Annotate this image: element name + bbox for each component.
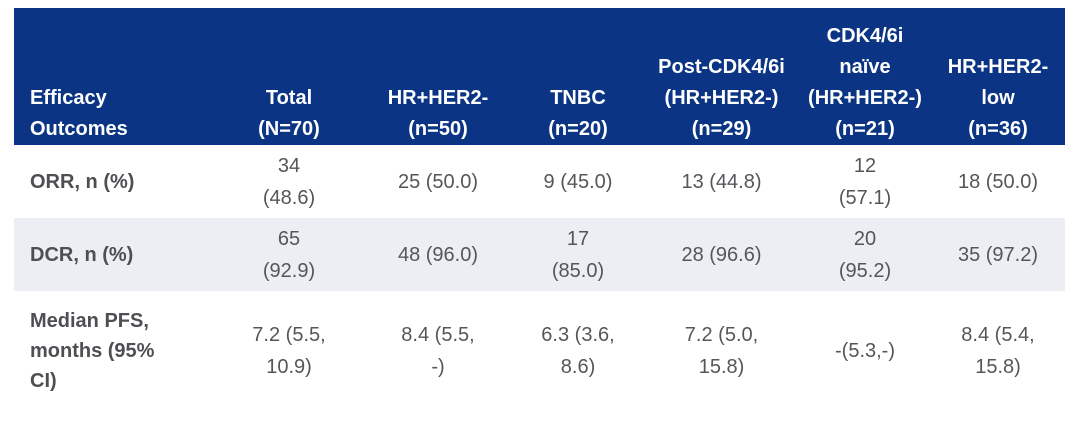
table-cell: 34 (48.6) (262, 154, 316, 209)
row-label-dcr: DCR, n (%) (14, 218, 214, 291)
column-header-cdk46i-naive: CDK4/6i naïve (HR+HER2-) (n=21) (799, 8, 931, 145)
table-cell: 7.2 (5.0, 15.8) (684, 324, 759, 378)
table-cell: 65 (92.9) (214, 218, 364, 291)
table-row-dcr: DCR, n (%) 65 (92.9) 48 (96.0) 17 (85.0)… (14, 218, 1065, 291)
table-cell: 7.2 (5.5, 10.9) (252, 324, 326, 378)
table-cell: 6.3 (3.6, 8.6) (541, 324, 615, 378)
table-cell: 18 (50.0) (957, 170, 1039, 193)
table-cell: 35 (97.2) (931, 218, 1065, 291)
table-cell: 20 (95.2) (799, 218, 931, 291)
table-cell: 48 (96.0) (364, 218, 512, 291)
table-cell: 9 (45.0) (543, 170, 613, 193)
table-body: ORR, n (%) 34 (48.6) 25 (50.0) 9 (45.0) … (14, 145, 1065, 411)
table-header: Efficacy Outcomes Total (N=70) HR+HER2- … (14, 8, 1065, 145)
column-header-total: Total (N=70) (214, 8, 364, 145)
table-cell: -(5.3,-) (835, 340, 895, 362)
table-cell: 13 (44.8) (681, 170, 762, 193)
table-cell: 12 (57.1) (838, 154, 892, 209)
column-header-post-cdk46i: Post-CDK4/6i (HR+HER2-) (n=29) (644, 8, 799, 145)
table-cell: 8.4 (5.4, 15.8) (961, 324, 1035, 378)
table-cell: 17 (85.0) (512, 218, 644, 291)
table-row-median-pfs: Median PFS, months (95% CI) 7.2 (5.5, 10… (14, 291, 1065, 411)
table-cell: 8.4 (5.5, -) (401, 324, 475, 378)
column-header-tnbc: TNBC (n=20) (512, 8, 644, 145)
table-cell: 25 (50.0) (397, 170, 479, 193)
row-label-orr: ORR, n (%) (30, 170, 135, 193)
header-row: Efficacy Outcomes Total (N=70) HR+HER2- … (14, 8, 1065, 145)
table-cell: 28 (96.6) (644, 218, 799, 291)
efficacy-outcomes-table: Efficacy Outcomes Total (N=70) HR+HER2- … (14, 8, 1065, 411)
column-header-hr-her2-low: HR+HER2- low (n=36) (931, 8, 1065, 145)
table-row-orr: ORR, n (%) 34 (48.6) 25 (50.0) 9 (45.0) … (14, 145, 1065, 218)
column-header-efficacy-outcomes: Efficacy Outcomes (14, 8, 214, 145)
column-header-hr-her2neg: HR+HER2- (n=50) (364, 8, 512, 145)
row-label-median-pfs: Median PFS, months (95% CI) (30, 310, 155, 392)
